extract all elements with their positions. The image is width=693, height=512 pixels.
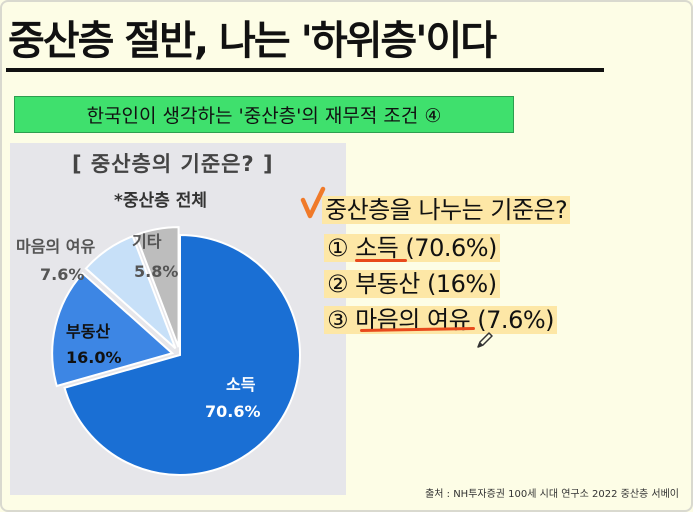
chart-subtitle: *중산층 전체 — [114, 191, 208, 211]
slice-label-value-3: 5.8% — [134, 262, 179, 281]
note-question: 중산층을 나누는 기준은? — [322, 190, 571, 225]
page-title: 중산층 절반, 나는 '하위층'이다 — [8, 18, 497, 64]
slice-label-value-1: 16.0% — [66, 348, 122, 367]
slice-label-name-2: 마음의 여유 — [16, 237, 96, 256]
pie-slice-2 — [84, 235, 177, 350]
checkmark-icon — [300, 186, 326, 219]
chart-title: [ 중산층의 기준은? ] — [72, 152, 274, 176]
pie-slice-0 — [63, 233, 301, 476]
pie-slice-1 — [51, 271, 175, 388]
pencil-icon — [477, 332, 493, 348]
note-item-1: ① 소득 (70.6%) — [324, 228, 500, 263]
title-underline — [6, 68, 604, 72]
slice-label-name-3: 기타 — [132, 232, 162, 251]
slice-label-name-1: 부동산 — [66, 322, 111, 341]
note-item-2: ② 부동산 (16%) — [324, 264, 500, 299]
slice-label-name-0: 소득 — [226, 375, 256, 394]
pie-slice-3 — [134, 226, 180, 348]
slice-label-value-2: 7.6% — [40, 265, 85, 284]
subtitle-text: 한국인이 생각하는 '중산층'의 재무적 조건 ④ — [86, 105, 442, 127]
source-caption: 출처 : NH투자증권 100세 시대 연구소 2022 중산층 서베이 — [425, 489, 679, 500]
slice-label-value-0: 70.6% — [205, 402, 261, 421]
underline-income — [355, 259, 407, 262]
subtitle-banner: 한국인이 생각하는 '중산층'의 재무적 조건 ④ — [14, 96, 514, 133]
